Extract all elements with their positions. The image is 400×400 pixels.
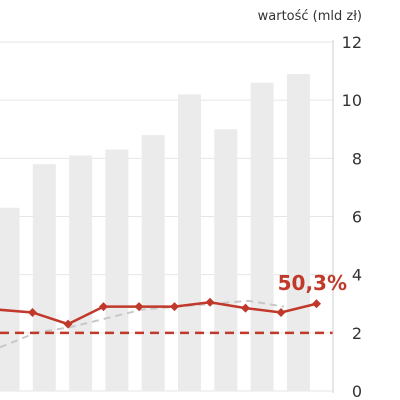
y-tick-label: 8 — [352, 149, 362, 168]
line-series — [0, 297, 321, 329]
bar — [69, 155, 93, 391]
line-point — [28, 307, 37, 317]
line-point — [276, 307, 286, 317]
bar — [214, 129, 238, 391]
bar — [105, 149, 129, 391]
y-axis-ticks: 0 2 4 6 8 10 12 — [342, 33, 362, 400]
y-tick-label: 4 — [352, 266, 362, 285]
line-point — [134, 302, 144, 312]
line-point — [63, 319, 73, 329]
bar — [141, 135, 165, 391]
series-line — [0, 301, 317, 326]
callout-label: 50,3% — [278, 271, 347, 295]
trend-series — [0, 299, 285, 349]
bar — [0, 207, 20, 391]
line-point — [312, 299, 321, 309]
bar-series — [0, 73, 310, 391]
bar — [250, 82, 274, 391]
y-tick-label: 2 — [352, 324, 362, 343]
bar — [32, 164, 56, 391]
line-point — [241, 303, 250, 313]
bar — [286, 73, 310, 391]
y-tick-label: 12 — [342, 33, 362, 52]
bar — [178, 94, 201, 391]
y-axis-title: wartość (mld zł) — [258, 9, 362, 24]
y-tick-label: 0 — [352, 382, 362, 400]
line-point — [99, 302, 108, 312]
trend-line — [0, 299, 285, 349]
line-point — [205, 297, 215, 307]
y-tick-label: 6 — [352, 208, 362, 227]
line-point — [0, 308, 2, 312]
line-point — [170, 302, 179, 312]
y-tick-label: 10 — [342, 91, 362, 110]
